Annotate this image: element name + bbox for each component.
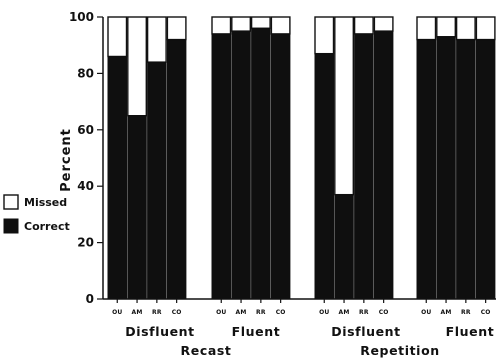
supergroup-label: Repetition [360, 343, 440, 358]
bar-correct-segment [373, 30, 394, 300]
y-tick-label: 0 [86, 292, 94, 306]
labels-layer: OU AM RR CO OU AM RR CO OU AM RR CO OU AM RR CO 0 20 40 60 8… [69, 10, 494, 358]
y-tick-label: 80 [77, 66, 94, 80]
group-label: Disfluent [331, 324, 400, 339]
bar-missed-segment [211, 16, 232, 35]
x-tick-label: RR [359, 309, 369, 316]
bar-correct-segment [107, 55, 127, 300]
x-tick-label: OU [421, 309, 431, 316]
group-label: Disfluent [125, 324, 194, 339]
bar-correct-segment [475, 39, 496, 300]
bar-missed-segment [166, 16, 187, 41]
bar-correct-segment [166, 39, 187, 300]
bar-missed-segment [127, 16, 148, 117]
bar-correct-segment [270, 33, 291, 300]
bar-correct-segment [251, 27, 271, 300]
x-tick-label: RR [152, 309, 162, 316]
legend-swatch-missed [3, 194, 19, 210]
legend: Missed Correct [3, 194, 70, 234]
bar-correct-segment [354, 33, 374, 300]
bar-missed-segment [416, 16, 437, 41]
supergroup-label: Recast [181, 343, 232, 358]
bar-missed-segment [107, 16, 128, 58]
bar-missed-segment [314, 16, 335, 55]
x-tick-label: OU [112, 309, 122, 316]
bar-correct-segment [456, 39, 476, 300]
y-tick-label: 60 [77, 123, 94, 137]
bar-missed-segment [373, 16, 394, 32]
bar-correct-segment [147, 61, 167, 300]
bar-correct-segment [211, 33, 231, 300]
x-tick-label: AM [236, 309, 247, 316]
bar-missed-segment [436, 16, 456, 38]
bar-missed-segment [270, 16, 291, 35]
y-tick-label: 100 [69, 10, 94, 24]
group-label: Fluent [446, 324, 495, 339]
group-label: Fluent [232, 324, 281, 339]
x-tick-label: CO [276, 309, 286, 316]
bars-layer [107, 16, 496, 300]
bar-correct-segment [127, 115, 147, 300]
legend-swatch-correct [3, 218, 19, 234]
x-tick-label: AM [339, 309, 350, 316]
bar-correct-segment [231, 30, 251, 300]
bar-missed-segment [455, 16, 476, 41]
x-tick-label: RR [461, 309, 471, 316]
bar-correct-segment [436, 36, 456, 300]
x-tick-label: CO [481, 309, 491, 316]
x-tick-label: AM [132, 309, 143, 316]
bar-correct-segment [416, 39, 436, 300]
legend-label-correct: Correct [24, 220, 70, 233]
bar-missed-segment [475, 16, 496, 41]
x-tick-label: CO [172, 309, 182, 316]
x-tick-label: RR [256, 309, 266, 316]
x-tick-label: AM [441, 309, 452, 316]
x-tick-label: OU [216, 309, 226, 316]
y-tick-label: 20 [77, 236, 94, 250]
bar-correct-segment [334, 194, 354, 300]
bar-missed-segment [353, 16, 374, 35]
x-tick-label: OU [319, 309, 329, 316]
bar-missed-segment [231, 16, 252, 32]
bar-missed-segment [250, 16, 271, 29]
y-axis-title: Percent [59, 128, 74, 192]
bar-missed-segment [146, 16, 167, 63]
bar-correct-segment [314, 53, 334, 300]
axes-layer [97, 16, 496, 303]
legend-label-missed: Missed [24, 196, 67, 209]
x-tick-label: CO [379, 309, 389, 316]
bar-missed-segment [334, 16, 354, 196]
y-tick-label: 40 [77, 179, 94, 193]
